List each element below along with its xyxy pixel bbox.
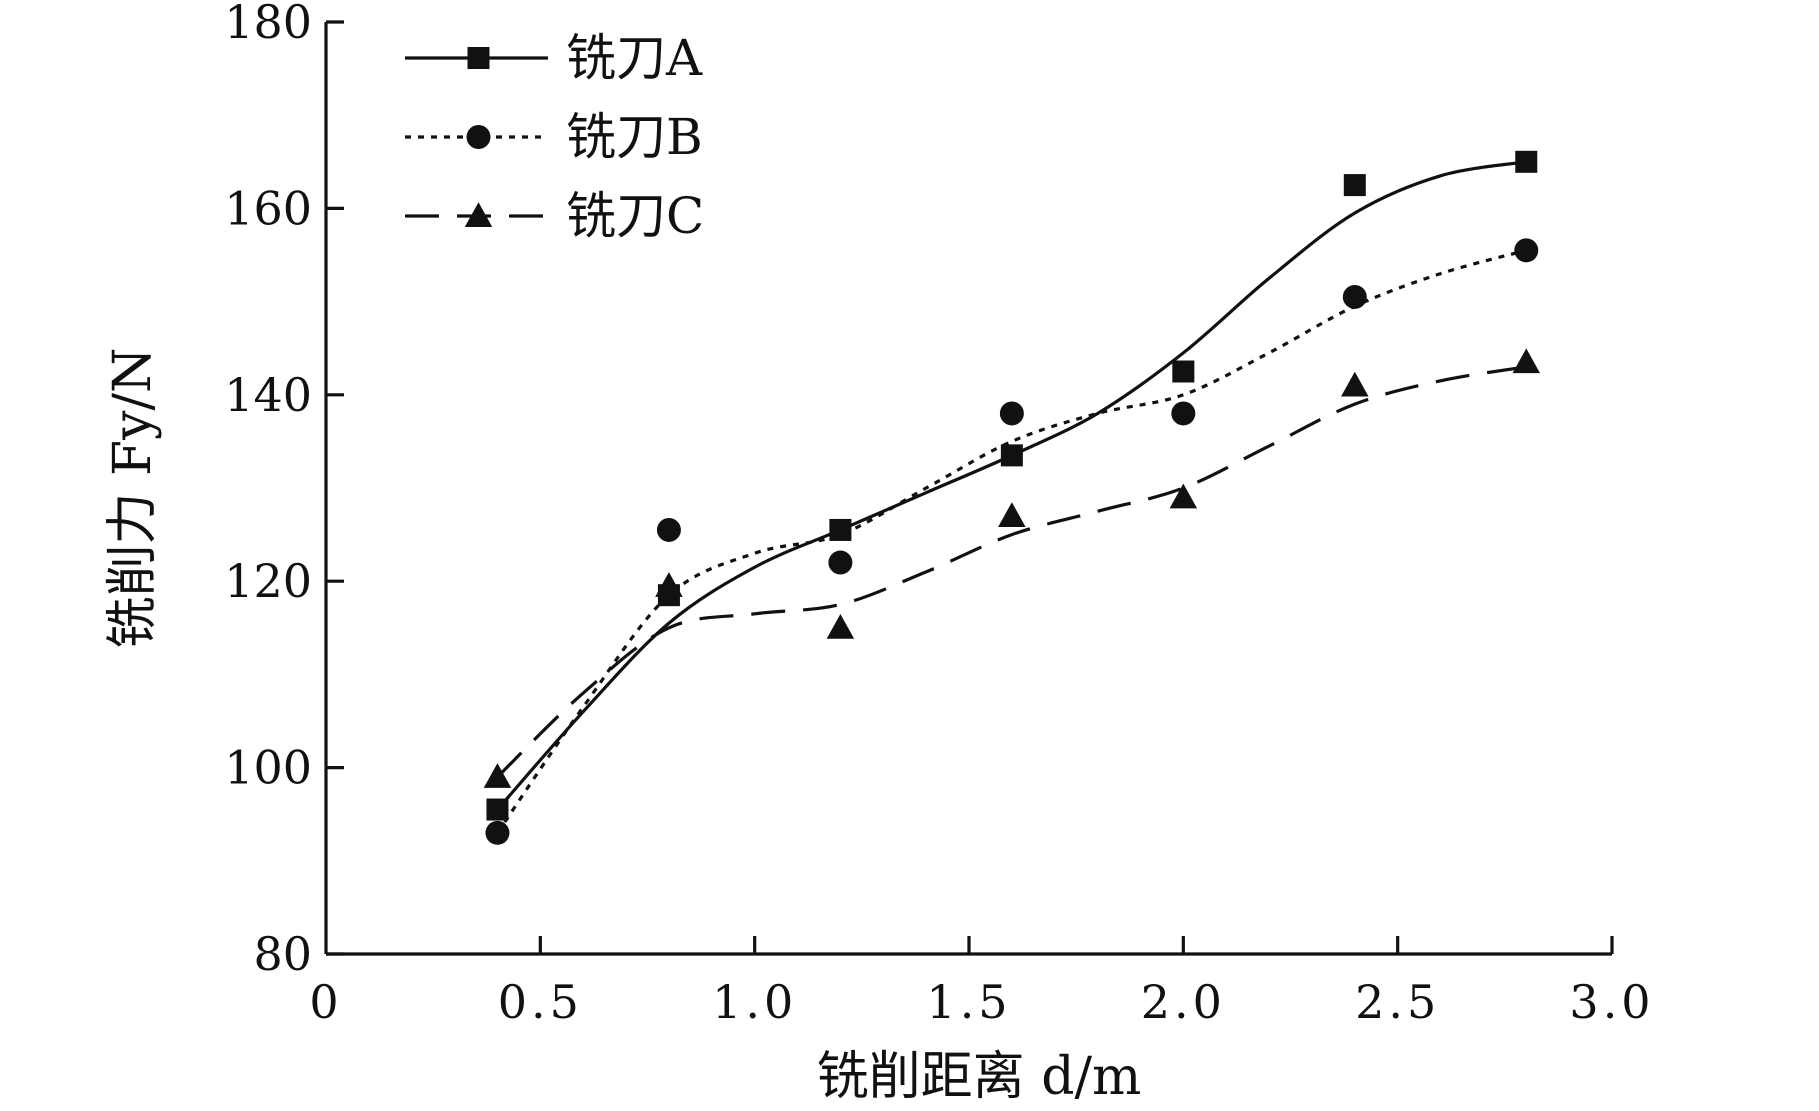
- legend: 铣刀A 铣刀B 铣刀C: [405, 29, 704, 245]
- axes: [324, 22, 1612, 956]
- marker-circle: [656, 517, 681, 542]
- y-tick-label: 100: [224, 741, 312, 795]
- y-axis-title: 铣削力 Fy/N: [103, 347, 163, 648]
- series-line: [496, 365, 1527, 779]
- legend-item: 铣刀B: [405, 108, 703, 166]
- marker-square: [1172, 360, 1195, 383]
- legend-item: 铣刀C: [405, 187, 704, 245]
- marker-circle: [466, 125, 491, 149]
- y-ticks: 80 100 120 140 160 180: [224, 0, 344, 981]
- marker-triangle: [826, 614, 855, 639]
- marker-triangle: [1341, 371, 1369, 397]
- marker-triangle: [1169, 483, 1198, 509]
- marker-square: [1515, 150, 1538, 173]
- marker-circle: [999, 401, 1024, 426]
- x-tick-label: 0.5: [498, 975, 583, 1029]
- series-1: [486, 150, 1538, 821]
- marker-circle: [1514, 238, 1539, 263]
- marker-circle: [1171, 401, 1196, 426]
- marker-triangle: [464, 202, 493, 227]
- y-tick-label: 180: [224, 0, 312, 49]
- x-tick-label: 3.0: [1569, 975, 1654, 1029]
- x-axis-title: 铣削距离 d/m: [817, 1047, 1142, 1107]
- marker-circle: [485, 820, 510, 845]
- legend-label: 铣刀A: [566, 29, 703, 87]
- series-3: [483, 348, 1541, 788]
- y-tick-label: 120: [224, 554, 312, 608]
- marker-square: [467, 47, 490, 69]
- marker-circle: [828, 550, 853, 575]
- y-tick-label: 140: [224, 368, 312, 422]
- marker-triangle: [655, 572, 683, 597]
- x-tick-label: 2.0: [1141, 975, 1226, 1029]
- marker-triangle: [998, 502, 1026, 527]
- series-line: [496, 248, 1527, 834]
- marker-square: [1000, 444, 1023, 467]
- y-tick-label: 160: [224, 181, 312, 235]
- x-tick-label: 0: [309, 975, 342, 1029]
- marker-triangle: [483, 763, 512, 788]
- x-tick-label: 2.5: [1355, 975, 1440, 1029]
- marker-circle: [1342, 284, 1367, 309]
- y-tick-label: 80: [253, 927, 312, 981]
- x-tick-label: 1.0: [712, 975, 797, 1029]
- series-2: [485, 238, 1539, 845]
- marker-square: [1343, 174, 1366, 197]
- series-group: [483, 150, 1541, 845]
- marker-triangle: [1512, 348, 1541, 374]
- legend-item: 铣刀A: [405, 29, 703, 87]
- marker-square: [486, 798, 509, 821]
- series-line: [496, 160, 1527, 811]
- legend-label: 铣刀B: [566, 108, 703, 166]
- legend-label: 铣刀C: [566, 187, 704, 245]
- x-ticks: 0 0.5 1.0 1.5 2.0 2.5 3.0: [309, 936, 1654, 1029]
- x-tick-label: 1.5: [926, 975, 1011, 1029]
